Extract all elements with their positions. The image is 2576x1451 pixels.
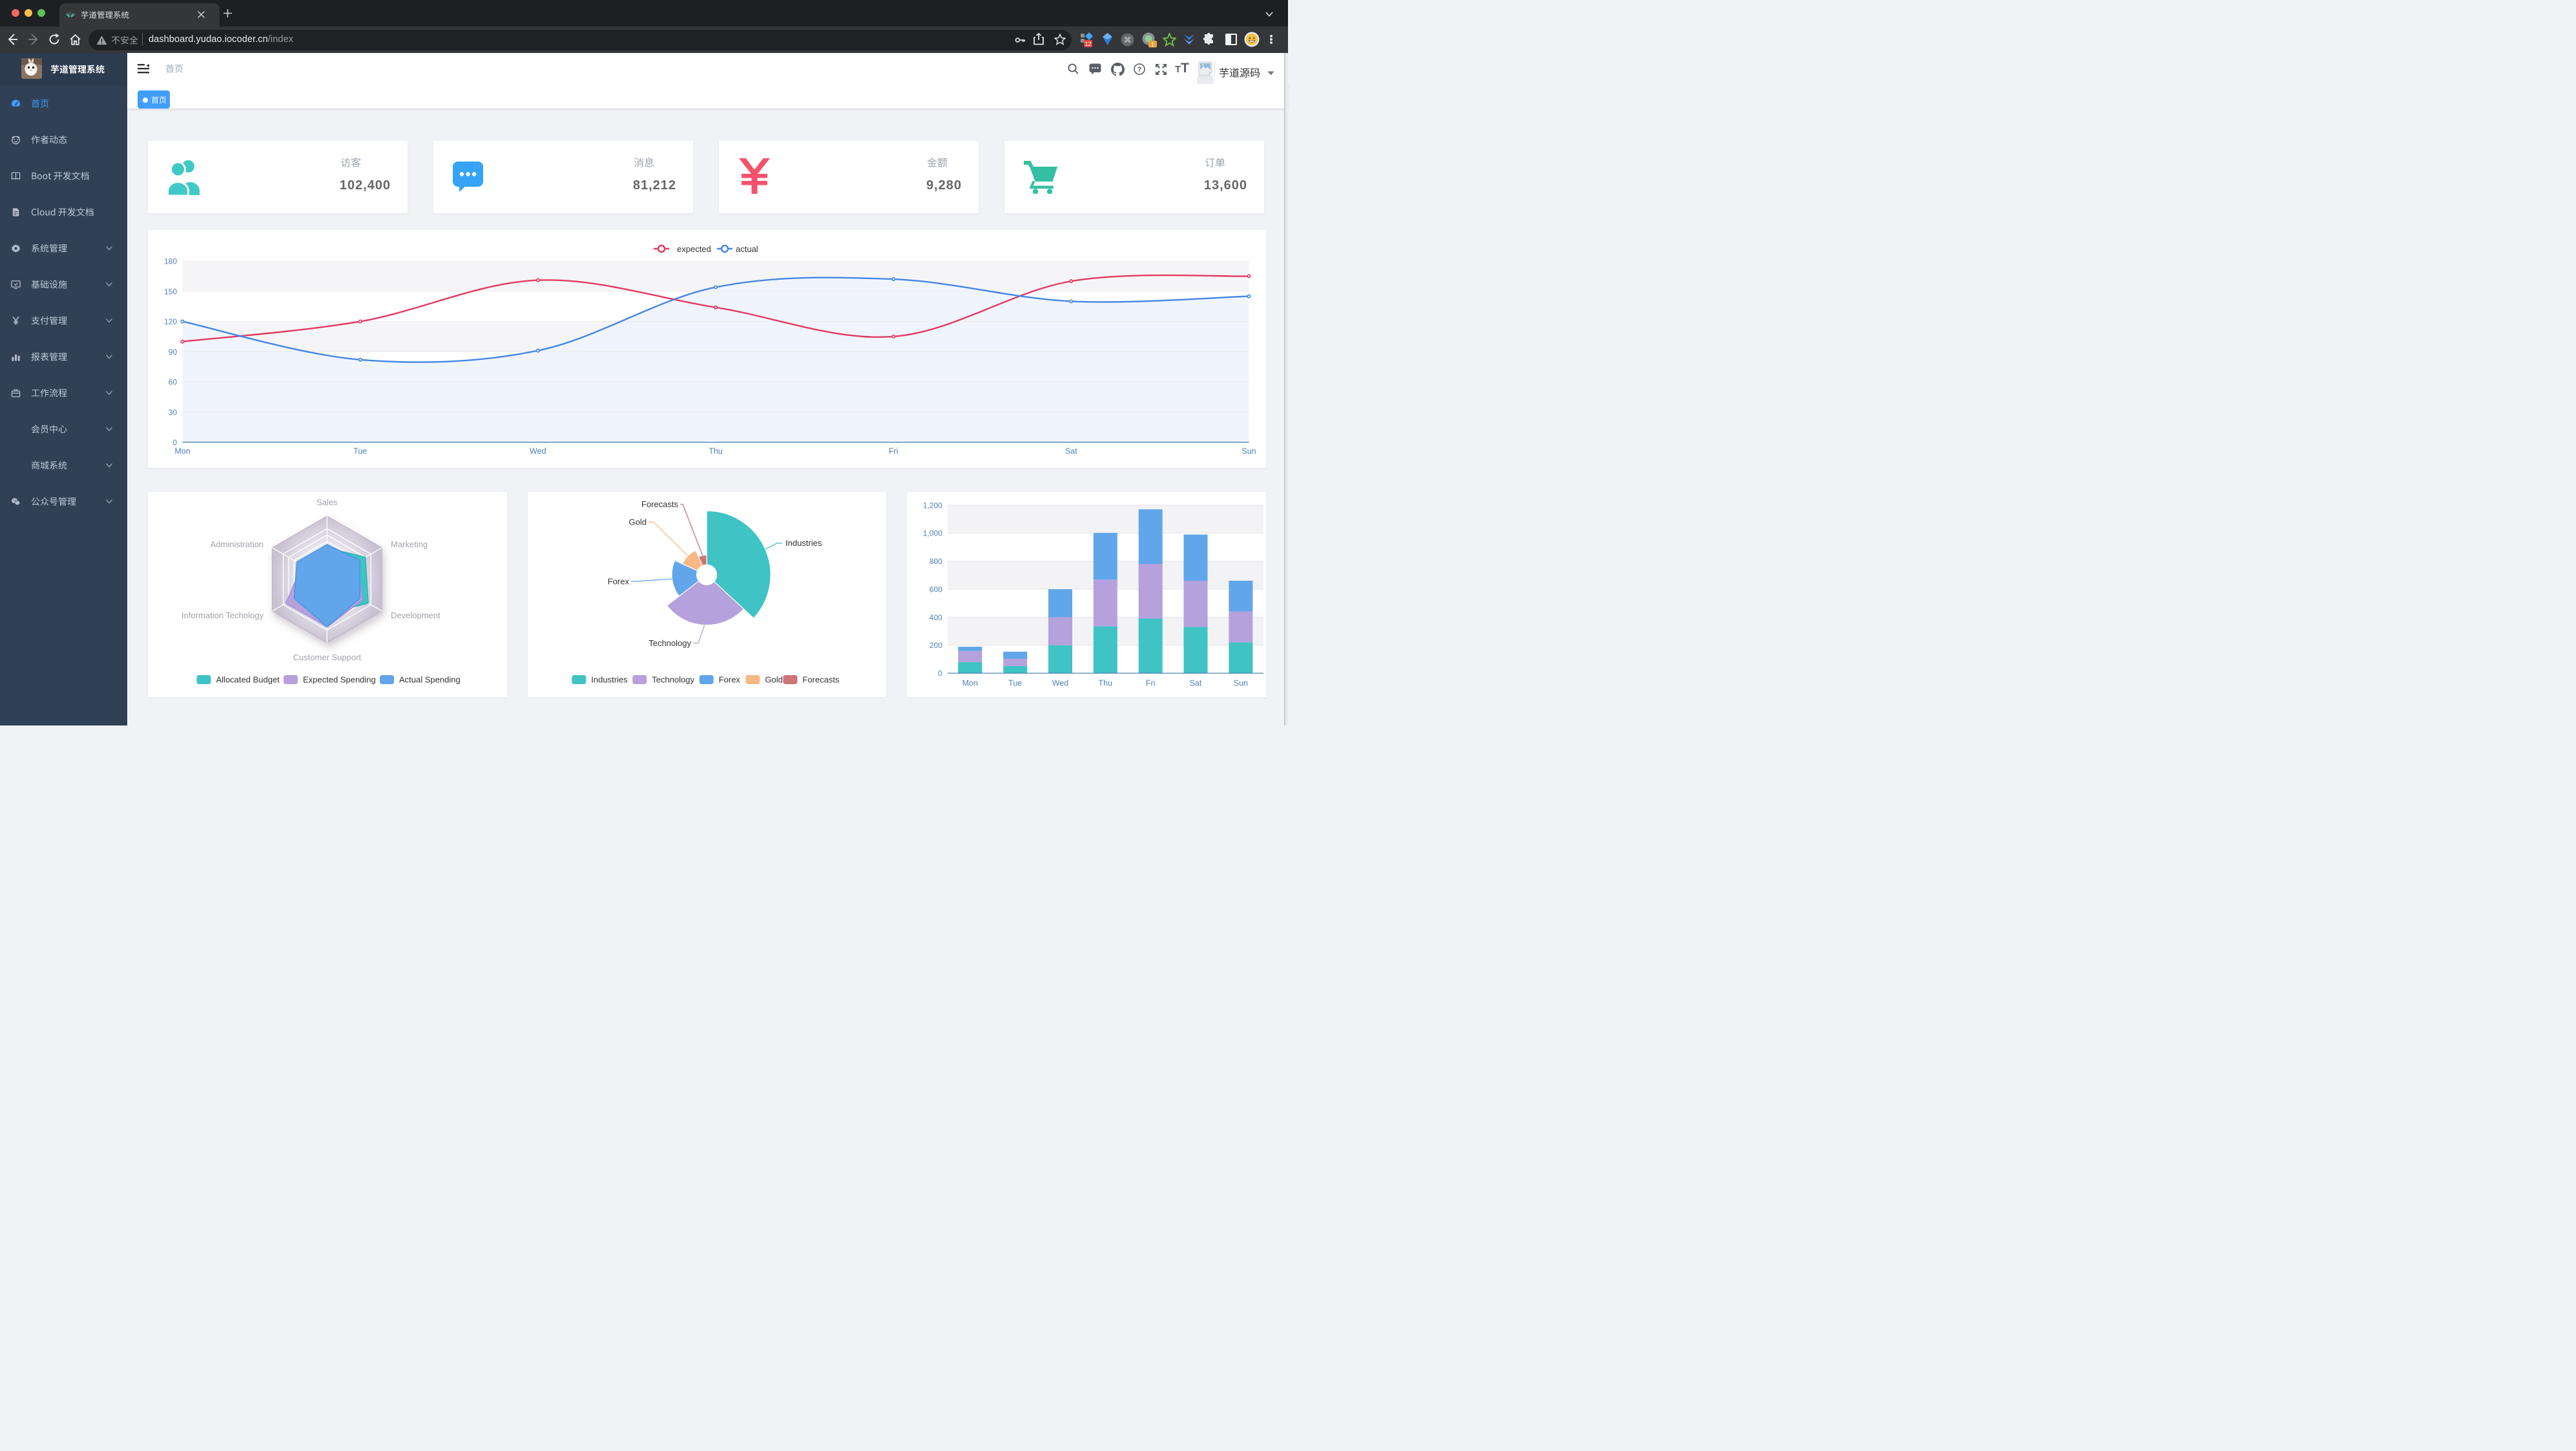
svg-text:60: 60 <box>169 378 178 387</box>
svg-text:Allocated Budget: Allocated Budget <box>216 675 280 685</box>
svg-text:expected: expected <box>677 244 711 254</box>
svg-text:Thu: Thu <box>709 447 723 456</box>
svg-text:Administration: Administration <box>211 539 264 549</box>
svg-text:1: 1 <box>1151 41 1154 48</box>
svg-text:Sun: Sun <box>1241 447 1256 456</box>
svg-text:Mon: Mon <box>174 447 190 456</box>
svg-text:120: 120 <box>164 317 177 326</box>
svg-text:600: 600 <box>930 585 942 594</box>
svg-text:200: 200 <box>930 641 942 650</box>
svg-text:Sales: Sales <box>317 497 338 507</box>
svg-text:Forex: Forex <box>719 675 741 685</box>
svg-text:30: 30 <box>169 408 178 417</box>
svg-text:12: 12 <box>1085 41 1091 47</box>
svg-text:90: 90 <box>169 348 178 357</box>
svg-text:400: 400 <box>930 613 942 622</box>
svg-text:0: 0 <box>938 669 942 678</box>
svg-text:Information Techology: Information Techology <box>182 611 264 620</box>
svg-text:150: 150 <box>164 287 177 296</box>
svg-text:Thu: Thu <box>1099 679 1113 688</box>
svg-text:Sat: Sat <box>1065 447 1077 456</box>
svg-text:Mon: Mon <box>962 679 978 688</box>
svg-text:Forecasts: Forecasts <box>641 499 679 509</box>
svg-text:Wed: Wed <box>530 447 546 456</box>
svg-text:800: 800 <box>930 557 942 566</box>
svg-text:Marketing: Marketing <box>391 539 428 549</box>
svg-text:Forecasts: Forecasts <box>802 675 840 685</box>
svg-text:1,000: 1,000 <box>923 529 942 538</box>
svg-text:Sat: Sat <box>1190 679 1202 688</box>
svg-text:Gold: Gold <box>765 675 782 685</box>
svg-text:Forex: Forex <box>608 576 630 586</box>
svg-text:Gold: Gold <box>629 517 647 527</box>
svg-text:Technology: Technology <box>652 675 694 685</box>
svg-text:actual: actual <box>736 244 758 254</box>
svg-text:Technology: Technology <box>649 638 691 648</box>
svg-text:Customer Support: Customer Support <box>293 652 362 662</box>
svg-text:Industries: Industries <box>785 538 822 548</box>
svg-text:Fri: Fri <box>1146 679 1156 688</box>
svg-text:Tue: Tue <box>1008 679 1022 688</box>
svg-text:?: ? <box>1137 66 1142 74</box>
svg-text:1,200: 1,200 <box>923 501 942 510</box>
svg-text:180: 180 <box>164 257 177 266</box>
svg-text:Sun: Sun <box>1234 679 1248 688</box>
svg-text:Expected Spending: Expected Spending <box>303 675 376 685</box>
svg-text:⌘: ⌘ <box>1124 36 1132 45</box>
svg-text:Wed: Wed <box>1052 679 1069 688</box>
svg-text:Actual Spending: Actual Spending <box>399 675 461 685</box>
svg-text:0: 0 <box>172 438 177 447</box>
svg-text:Fri: Fri <box>889 447 898 456</box>
svg-text:Tue: Tue <box>353 447 367 456</box>
svg-text:Industries: Industries <box>591 675 628 685</box>
svg-text:Development: Development <box>391 611 441 620</box>
